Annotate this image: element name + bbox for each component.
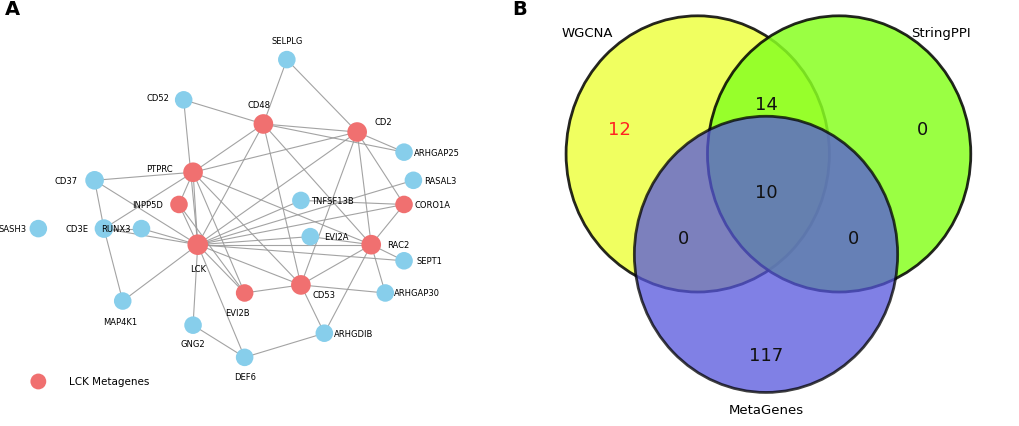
Text: PTPRC: PTPRC <box>146 164 172 173</box>
Point <box>348 130 365 136</box>
Text: LCK: LCK <box>190 264 206 273</box>
Point <box>133 226 150 233</box>
Text: SELPLG: SELPLG <box>271 37 303 46</box>
Point <box>236 290 253 296</box>
Ellipse shape <box>566 17 828 292</box>
Point <box>377 290 393 296</box>
Point <box>184 322 201 329</box>
Text: 0: 0 <box>677 229 688 247</box>
Text: ARHGAP25: ARHGAP25 <box>414 148 460 157</box>
Point <box>395 150 412 156</box>
Point <box>292 198 309 204</box>
Text: RAC2: RAC2 <box>387 241 410 250</box>
Text: DEF6: DEF6 <box>233 372 256 381</box>
Text: CD37: CD37 <box>55 176 77 185</box>
Point <box>114 298 130 305</box>
Text: 14: 14 <box>754 95 776 113</box>
Text: SASH3: SASH3 <box>0 225 26 233</box>
Point <box>190 242 206 248</box>
Point <box>302 234 318 241</box>
Point <box>395 201 412 208</box>
Point <box>278 57 294 64</box>
Text: 0: 0 <box>848 229 859 247</box>
Text: 117: 117 <box>748 346 783 364</box>
Text: WGCNA: WGCNA <box>560 27 612 40</box>
Text: LCK Metagenes: LCK Metagenes <box>68 377 149 386</box>
Point <box>363 242 379 248</box>
Text: SEPT1: SEPT1 <box>417 257 442 266</box>
Point <box>31 378 47 385</box>
Text: CD2: CD2 <box>374 118 391 127</box>
Text: MetaGenes: MetaGenes <box>728 403 803 416</box>
Text: TNFSF13B: TNFSF13B <box>311 196 354 205</box>
Text: EVI2B: EVI2B <box>225 308 250 317</box>
Text: B: B <box>512 0 527 19</box>
Text: StringPPI: StringPPI <box>910 27 970 40</box>
Text: MAP4K1: MAP4K1 <box>103 317 138 326</box>
Text: CD3E: CD3E <box>65 225 89 233</box>
Text: RUNX3: RUNX3 <box>101 225 130 233</box>
Text: CD52: CD52 <box>147 94 169 103</box>
Text: CD53: CD53 <box>313 291 335 300</box>
Text: GNG2: GNG2 <box>180 340 205 348</box>
Text: EVI2A: EVI2A <box>323 233 347 242</box>
Text: 10: 10 <box>754 183 776 201</box>
Point <box>184 170 201 176</box>
Text: INPP5D: INPP5D <box>131 201 162 210</box>
Ellipse shape <box>634 117 897 392</box>
Point <box>255 121 271 128</box>
Text: ARHGAP30: ARHGAP30 <box>393 289 440 298</box>
Point <box>170 201 186 208</box>
Text: 0: 0 <box>915 121 926 138</box>
Point <box>175 97 192 104</box>
Text: 12: 12 <box>607 121 631 138</box>
Text: RASAL3: RASAL3 <box>424 176 457 185</box>
Text: A: A <box>5 0 20 19</box>
Point <box>405 178 421 184</box>
Text: ARHGDIB: ARHGDIB <box>333 329 373 338</box>
Point <box>316 330 332 337</box>
Point <box>395 258 412 265</box>
Text: CORO1A: CORO1A <box>414 201 449 210</box>
Point <box>96 226 112 233</box>
Point <box>87 178 103 184</box>
Ellipse shape <box>707 17 970 292</box>
Text: CD48: CD48 <box>247 101 270 110</box>
Point <box>236 354 253 361</box>
Point <box>31 226 47 233</box>
Point <box>292 282 309 289</box>
